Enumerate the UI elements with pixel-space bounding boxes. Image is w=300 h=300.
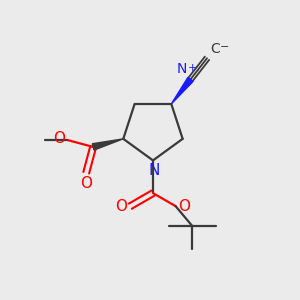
Text: O: O xyxy=(115,199,127,214)
Text: C: C xyxy=(211,42,220,56)
Text: O: O xyxy=(80,176,92,191)
Text: O: O xyxy=(53,131,65,146)
Polygon shape xyxy=(92,139,123,150)
Text: N: N xyxy=(149,163,160,178)
Text: N: N xyxy=(177,62,187,76)
Text: −: − xyxy=(220,42,229,52)
Polygon shape xyxy=(171,77,193,104)
Text: +: + xyxy=(187,63,197,73)
Text: O: O xyxy=(178,199,190,214)
